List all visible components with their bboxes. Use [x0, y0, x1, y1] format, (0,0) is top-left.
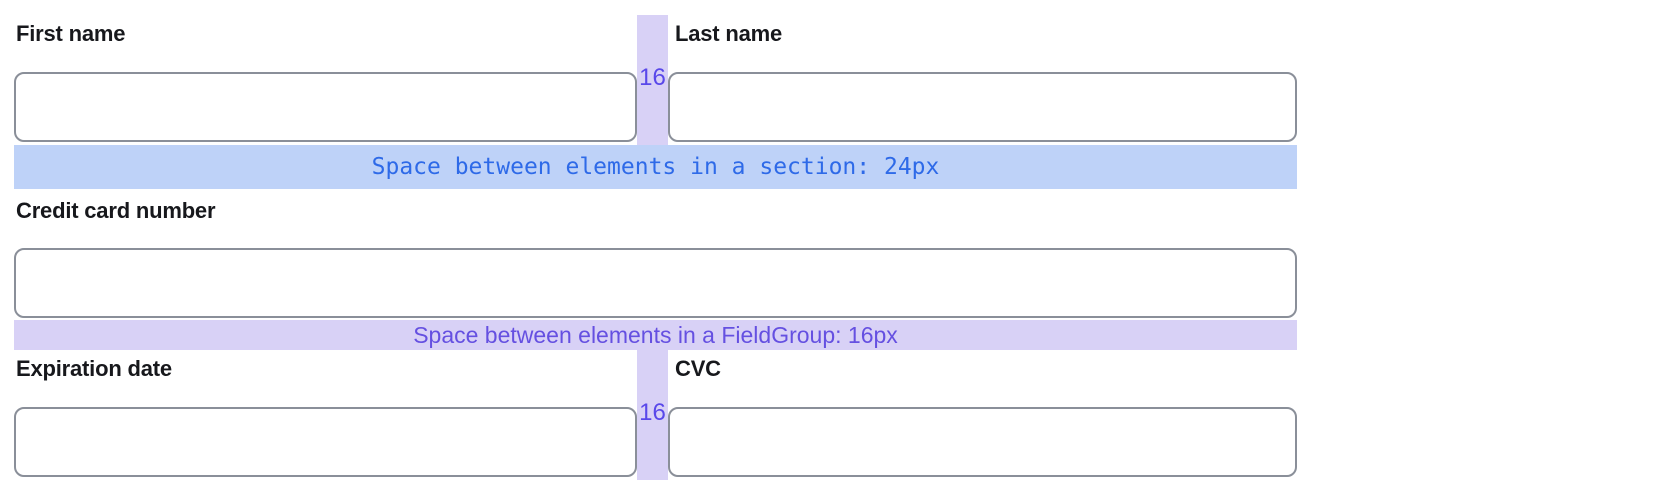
column-gap-band-row3 — [637, 350, 668, 480]
section-gap-band: Space between elements in a section: 24p… — [14, 145, 1297, 189]
card-number-input[interactable] — [14, 248, 1297, 318]
fieldgroup-gap-band: Space between elements in a FieldGroup: … — [14, 320, 1297, 350]
first-name-label: First name — [16, 21, 126, 46]
column-gap-value-row3: 16 — [639, 399, 666, 426]
cvc-label: CVC — [675, 356, 721, 381]
last-name-input[interactable] — [668, 72, 1297, 142]
section-gap-label: Space between elements in a section: 24p… — [371, 154, 940, 180]
column-gap-band-row1 — [637, 15, 668, 145]
last-name-label: Last name — [675, 21, 783, 46]
card-number-label: Credit card number — [16, 198, 216, 223]
fieldgroup-gap-label: Space between elements in a FieldGroup: … — [413, 321, 898, 348]
expiration-date-input[interactable] — [14, 407, 637, 477]
first-name-input[interactable] — [14, 72, 637, 142]
cvc-input[interactable] — [668, 407, 1297, 477]
column-gap-value-row1: 16 — [639, 64, 666, 91]
expiration-date-label: Expiration date — [16, 356, 172, 381]
